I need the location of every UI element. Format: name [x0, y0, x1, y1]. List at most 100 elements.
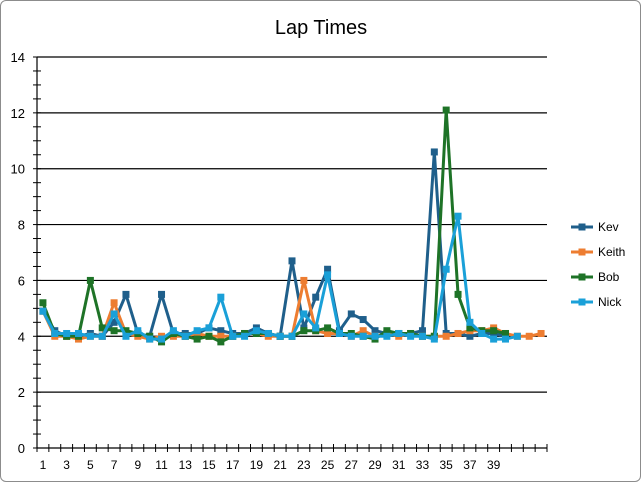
y-tick-label: 12 [11, 106, 25, 121]
data-point [39, 307, 47, 315]
data-point [537, 329, 545, 337]
x-tick-label: 21 [273, 458, 287, 472]
legend-marker [578, 223, 586, 231]
data-point [466, 318, 474, 326]
data-point [347, 310, 355, 318]
data-point [158, 290, 166, 298]
x-tick-label: 23 [297, 458, 311, 472]
data-point [300, 327, 308, 335]
data-point [312, 293, 320, 301]
data-point [501, 329, 509, 337]
data-point [359, 332, 367, 340]
x-tick-label: 3 [63, 458, 70, 472]
legend-label: Bob [598, 270, 620, 284]
data-point [430, 148, 438, 156]
data-point [359, 327, 367, 335]
data-point [418, 327, 426, 335]
data-point [63, 329, 71, 337]
x-tick-label: 33 [416, 458, 430, 472]
x-tick-label: 1 [40, 458, 47, 472]
y-tick-label: 0 [18, 441, 25, 456]
data-point [466, 332, 474, 340]
data-point [146, 335, 154, 343]
data-point [490, 335, 498, 343]
data-point [217, 338, 225, 346]
data-point [217, 332, 225, 340]
x-tick-label: 17 [226, 458, 240, 472]
y-tick-label: 14 [11, 50, 25, 65]
data-point [324, 329, 332, 337]
data-point [122, 332, 130, 340]
x-tick-label: 19 [250, 458, 264, 472]
x-tick-label: 29 [368, 458, 382, 472]
data-point [454, 212, 462, 220]
data-point [466, 324, 474, 332]
data-point [324, 265, 332, 273]
data-point [98, 324, 106, 332]
data-point [205, 332, 213, 340]
data-point [359, 316, 367, 324]
legend-label: Nick [598, 295, 622, 309]
data-point [324, 271, 332, 279]
data-point [86, 276, 94, 284]
data-point [371, 327, 379, 335]
x-tick-label: 31 [392, 458, 406, 472]
data-point [418, 332, 426, 340]
data-point [193, 335, 201, 343]
y-tick-label: 10 [11, 162, 25, 177]
data-point [525, 332, 533, 340]
y-tick-label: 4 [18, 329, 25, 344]
legend-label: Keith [598, 245, 625, 259]
data-point [407, 332, 415, 340]
data-point [300, 310, 308, 318]
data-point [442, 265, 450, 273]
x-tick-label: 25 [321, 458, 335, 472]
x-tick-label: 9 [134, 458, 141, 472]
data-point [229, 332, 237, 340]
data-point [217, 327, 225, 335]
x-tick-label: 5 [87, 458, 94, 472]
data-point [454, 329, 462, 337]
data-point [110, 318, 118, 326]
data-point [158, 335, 166, 343]
data-point [241, 332, 249, 340]
data-point [501, 335, 509, 343]
data-point [383, 327, 391, 335]
x-tick-label: 15 [202, 458, 216, 472]
data-point [371, 332, 379, 340]
data-point [169, 327, 177, 335]
x-tick-label: 37 [463, 458, 477, 472]
y-tick-label: 2 [18, 385, 25, 400]
data-point [122, 290, 130, 298]
data-point [300, 276, 308, 284]
data-point [205, 324, 213, 332]
data-point [134, 327, 142, 335]
legend-label: Kev [598, 220, 619, 234]
data-point [181, 332, 189, 340]
x-tick-label: 11 [155, 458, 168, 472]
data-point [288, 332, 296, 340]
data-point [252, 327, 260, 335]
data-point [442, 106, 450, 114]
series-nick [39, 212, 521, 343]
data-point [276, 332, 284, 340]
data-point [335, 329, 343, 337]
legend-marker [578, 273, 586, 281]
data-point [193, 327, 201, 335]
data-point [490, 327, 498, 335]
data-point [75, 329, 83, 337]
data-point [347, 332, 355, 340]
chart-title: Lap Times [275, 17, 367, 39]
data-point [122, 327, 130, 335]
legend-marker [578, 298, 586, 306]
x-tick-label: 13 [179, 458, 193, 472]
legend-marker [578, 248, 586, 256]
y-tick-label: 6 [18, 273, 25, 288]
data-point [51, 329, 59, 337]
data-point [288, 257, 296, 265]
data-point [110, 327, 118, 335]
y-tick-label: 8 [18, 218, 25, 233]
data-point [430, 335, 438, 343]
